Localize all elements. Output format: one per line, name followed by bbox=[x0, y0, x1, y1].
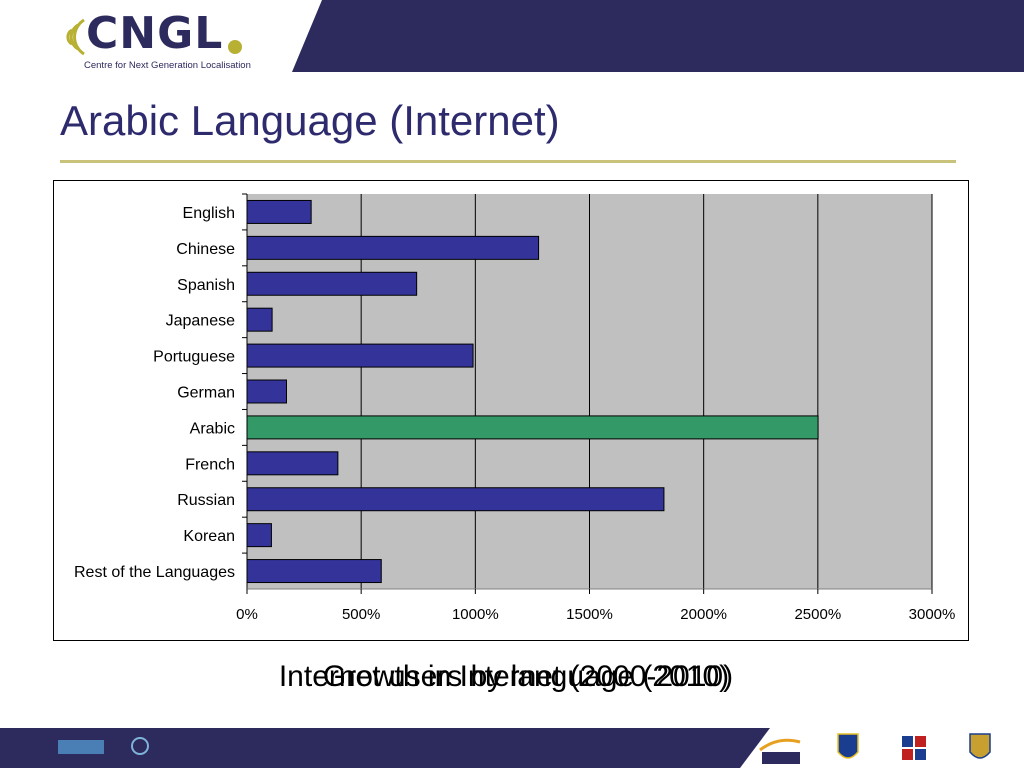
category-label: Spanish bbox=[177, 277, 235, 294]
category-label: Portuguese bbox=[153, 349, 235, 366]
bar-portuguese bbox=[246, 343, 474, 368]
tcd-logo-block-3 bbox=[902, 749, 913, 760]
logo-tagline: Centre for Next Generation Localisation bbox=[84, 60, 251, 71]
chart-caption: Internet users by language (2010) Growth… bbox=[0, 655, 1024, 715]
logo-dot bbox=[228, 40, 242, 54]
category-label: French bbox=[185, 456, 235, 473]
category-label: Chinese bbox=[176, 241, 235, 258]
tcd-logo-block-4 bbox=[915, 749, 926, 760]
caption-text-b: Growth in Internet (2000-2010) bbox=[322, 660, 734, 693]
sfi-logo bbox=[131, 737, 149, 755]
x-tick-label: 1500% bbox=[566, 606, 613, 623]
x-tick-label: 2000% bbox=[680, 606, 727, 623]
caption-text-a: Internet users by language (2010) bbox=[278, 660, 730, 693]
bar-chart: English Chinese Spanish Japanese Portuguese G… bbox=[74, 193, 956, 623]
bar-japanese bbox=[246, 307, 273, 332]
dcu-logo-swoosh bbox=[759, 738, 801, 752]
slide-title: Arabic Language (Internet) bbox=[60, 97, 560, 144]
bar-arabic bbox=[246, 415, 819, 440]
chart-frame: English Chinese Spanish Japanese Portuguese G… bbox=[53, 180, 969, 641]
x-tick-label: 3000% bbox=[909, 606, 956, 623]
logo-wordmark: CNGL bbox=[86, 8, 224, 59]
dcu-logo bbox=[762, 752, 800, 764]
footer-navy-shape bbox=[0, 728, 770, 768]
bar-german bbox=[246, 379, 288, 404]
bar-chinese bbox=[246, 235, 540, 260]
category-label: Japanese bbox=[166, 313, 235, 330]
x-tick-label: 1000% bbox=[452, 606, 499, 623]
bar-rest-of-the-languages bbox=[246, 559, 382, 584]
category-label: Russian bbox=[177, 492, 235, 509]
bar-korean bbox=[246, 523, 272, 548]
title-divider bbox=[60, 160, 956, 163]
bar-english bbox=[246, 199, 312, 224]
category-label: Rest of the Languages bbox=[74, 564, 235, 581]
bar-spanish bbox=[246, 271, 418, 296]
x-tick-label: 0% bbox=[236, 606, 258, 623]
header-band bbox=[292, 0, 1024, 72]
category-label: German bbox=[177, 385, 235, 402]
category-label: English bbox=[183, 205, 235, 222]
ndp-logo bbox=[58, 740, 104, 754]
ul-crest-icon bbox=[969, 733, 991, 759]
x-tick-label: 2500% bbox=[794, 606, 841, 623]
bar-russian bbox=[246, 487, 665, 512]
cngl-logo: CNGL Centre for Next Generation Localisa… bbox=[58, 8, 278, 74]
header-navy-shape bbox=[292, 0, 1024, 72]
x-tick-label: 500% bbox=[342, 606, 380, 623]
footer-band bbox=[0, 728, 991, 768]
bar-french bbox=[246, 451, 339, 476]
tcd-logo-block-2 bbox=[915, 736, 926, 747]
category-label: Arabic bbox=[190, 420, 235, 437]
category-label: Korean bbox=[183, 528, 235, 545]
ucd-crest-icon bbox=[837, 733, 859, 759]
tcd-logo-block-1 bbox=[902, 736, 913, 747]
signal-waves-icon bbox=[66, 18, 85, 56]
